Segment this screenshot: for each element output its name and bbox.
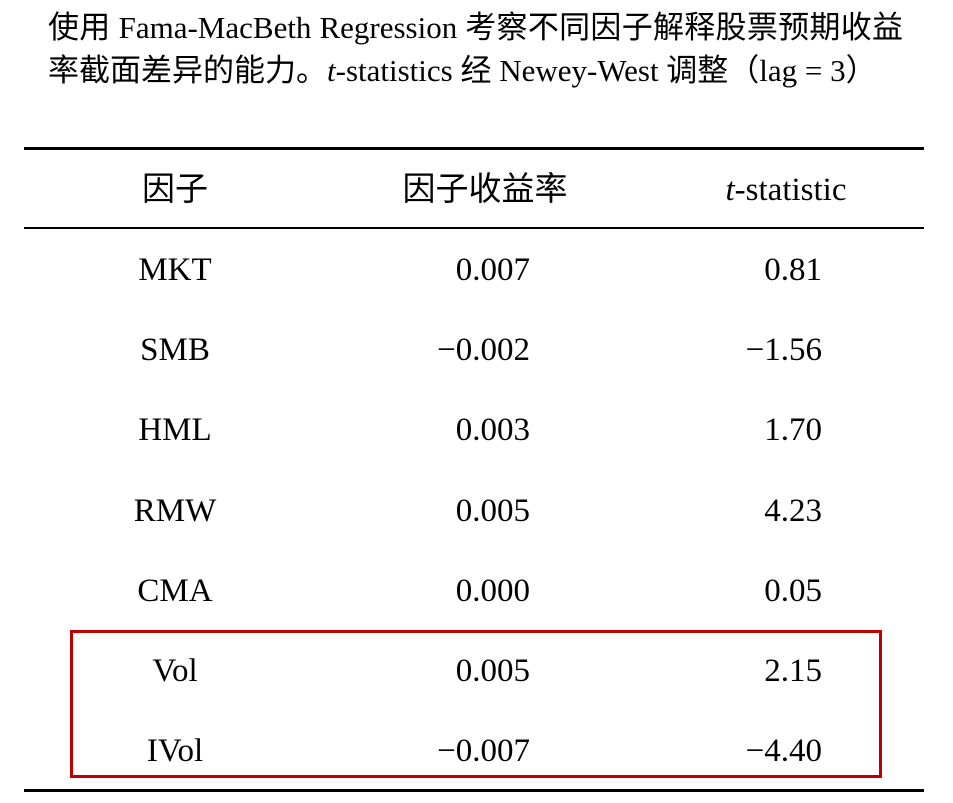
header-cell: 因子 [142, 172, 208, 208]
bottom-rule [24, 789, 924, 792]
top-rule [24, 147, 924, 150]
caption: 使用 Fama-MacBeth Regression 考察不同因子解释股票预期收… [48, 6, 903, 92]
table-cell: 1.70 [764, 412, 822, 449]
table-cell: 0.81 [764, 252, 822, 288]
caption-italic: t [327, 53, 336, 88]
mid-rule [24, 227, 924, 229]
table-cell: 0.003 [455, 412, 530, 449]
table-cell: MKT [138, 252, 212, 288]
table-cell: −0.002 [437, 332, 530, 369]
header-cell: 因子收益率 [402, 172, 568, 208]
caption-text: 使用 Fama-MacBeth Regression 考察不同因子解释股票预期收… [48, 10, 903, 88]
highlight-box [70, 630, 882, 778]
table-cell: HML [138, 412, 212, 449]
table-cell: 0.005 [455, 653, 530, 689]
table-cell: 4.23 [764, 492, 822, 529]
table-cell: −4.40 [745, 733, 822, 770]
table-cell: RMW [133, 492, 217, 529]
table-cell: SMB [140, 332, 210, 369]
caption-text: -statistics 经 Newey-West 调整（lag = 3） [335, 53, 877, 88]
table-cell: 0.005 [455, 492, 530, 529]
header-cell: t-statistic [686, 170, 886, 210]
table-cell: Vol [152, 653, 198, 689]
header-italic: t [725, 172, 735, 208]
table-cell: 0.000 [455, 572, 530, 609]
table-cell: −0.007 [437, 733, 530, 770]
table-cell: 0.007 [455, 252, 530, 288]
table-cell: 2.15 [764, 653, 822, 689]
table-cell: IVol [146, 733, 204, 770]
table-cell: CMA [137, 572, 213, 609]
table-cell: 0.05 [764, 572, 822, 609]
table-cell: −1.56 [745, 332, 822, 369]
header-text: -statistic [734, 172, 847, 208]
